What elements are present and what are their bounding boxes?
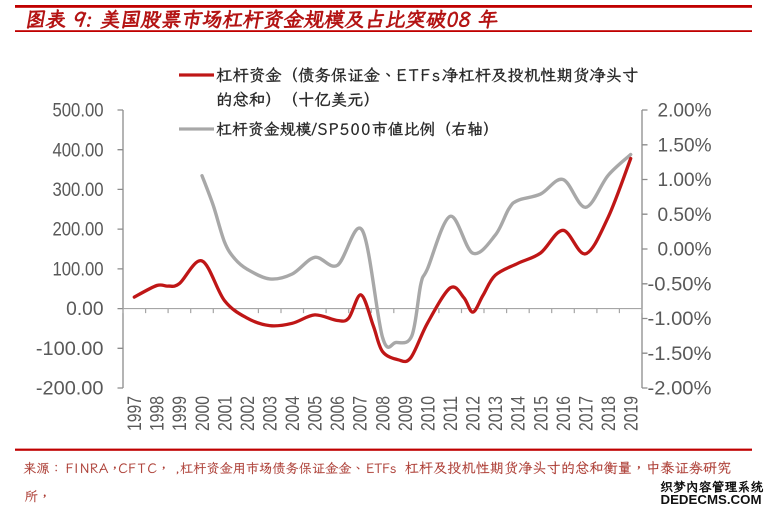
- svg-text:2007: 2007: [351, 396, 372, 431]
- svg-text:-1.00%: -1.00%: [648, 309, 712, 330]
- svg-text:2005: 2005: [306, 396, 327, 431]
- svg-text:2006: 2006: [328, 396, 349, 431]
- svg-text:2001: 2001: [215, 396, 236, 431]
- svg-text:0.00: 0.00: [66, 299, 103, 320]
- svg-text:2010: 2010: [418, 396, 439, 431]
- svg-text:2011: 2011: [441, 396, 462, 431]
- svg-text:100.00: 100.00: [53, 260, 104, 281]
- svg-text:-0.50%: -0.50%: [648, 274, 712, 295]
- svg-text:2003: 2003: [261, 396, 282, 431]
- svg-text:2002: 2002: [238, 396, 259, 431]
- svg-text:2017: 2017: [576, 396, 597, 431]
- svg-text:2004: 2004: [283, 396, 304, 431]
- svg-text:2.00%: 2.00%: [658, 101, 712, 122]
- svg-text:DEDECMS.COM: DEDECMS.COM: [661, 493, 762, 507]
- svg-text:-2.00%: -2.00%: [648, 379, 712, 400]
- svg-text:1997: 1997: [125, 396, 146, 431]
- svg-text:300.00: 300.00: [53, 180, 104, 201]
- svg-text:1999: 1999: [170, 396, 191, 431]
- svg-text:1.50%: 1.50%: [658, 135, 712, 156]
- svg-text:2016: 2016: [554, 396, 575, 431]
- svg-text:0.00%: 0.00%: [658, 240, 712, 261]
- svg-text:-1.50%: -1.50%: [648, 344, 712, 365]
- svg-text:500.00: 500.00: [53, 101, 104, 122]
- svg-text:2009: 2009: [396, 396, 417, 431]
- svg-text:2018: 2018: [599, 396, 620, 431]
- svg-text:2019: 2019: [622, 396, 643, 431]
- svg-text:2012: 2012: [464, 396, 485, 431]
- svg-text:2015: 2015: [531, 396, 552, 431]
- svg-text:-200.00: -200.00: [36, 379, 104, 400]
- svg-text:1.00%: 1.00%: [658, 170, 712, 191]
- svg-text:2008: 2008: [373, 396, 394, 431]
- svg-text:-100.00: -100.00: [36, 339, 104, 360]
- svg-text:2000: 2000: [193, 396, 214, 431]
- svg-text:400.00: 400.00: [53, 140, 104, 161]
- svg-text:200.00: 200.00: [53, 220, 104, 241]
- svg-text:1998: 1998: [148, 396, 169, 431]
- svg-text:2014: 2014: [509, 396, 530, 431]
- svg-text:0.50%: 0.50%: [658, 205, 712, 226]
- svg-text:2013: 2013: [486, 396, 507, 431]
